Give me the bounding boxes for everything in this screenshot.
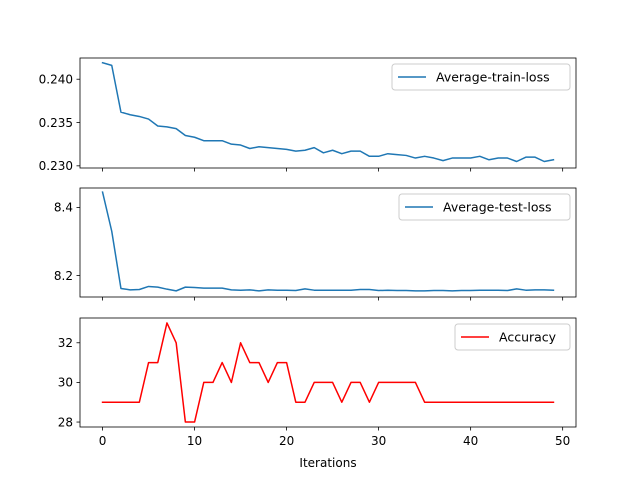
legend-label: Average-train-loss (436, 70, 550, 85)
series-line-average-test-loss (101, 191, 555, 292)
legend: Average-test-loss (398, 193, 571, 221)
y-tick-label: 0.240 (39, 73, 73, 87)
y-tick-label: 32 (58, 336, 73, 350)
y-tick-label: 0.230 (39, 159, 73, 173)
subplot-3: 28 30 32 0 10 20 30 40 50 Iterations Accuracy (58, 317, 577, 470)
legend-label: Average-test-loss (443, 200, 552, 215)
subplot-1: 0.230 0.235 0.240 Average-train-loss (39, 57, 577, 173)
legend-box (454, 323, 571, 351)
subplot-2: 8.2 8.4 Average-test-loss (54, 187, 577, 301)
x-tick-label: 0 (99, 434, 107, 448)
x-tick-label: 40 (463, 434, 478, 448)
x-axis-label: Iterations (299, 456, 356, 470)
y-tick-label: 28 (58, 415, 73, 429)
x-tick-label: 50 (555, 434, 570, 448)
x-tick-label: 20 (279, 434, 294, 448)
y-tick-label: 0.235 (39, 116, 73, 130)
y-tick-label: 8.4 (54, 201, 73, 215)
legend-label: Accuracy (499, 330, 557, 345)
x-tick-label: 10 (187, 434, 202, 448)
legend-box (398, 193, 571, 221)
y-tick-label: 8.2 (54, 269, 73, 283)
axes-frame (79, 317, 577, 428)
axes-frame (79, 57, 577, 169)
legend: Accuracy (454, 323, 571, 351)
legend-box (391, 63, 571, 91)
x-tick-label: 30 (371, 434, 386, 448)
y-tick-label: 30 (58, 376, 73, 390)
legend: Average-train-loss (391, 63, 571, 91)
series-line-accuracy (101, 322, 555, 423)
axes-frame (79, 187, 577, 298)
series-line-average-train-loss (101, 61, 555, 163)
